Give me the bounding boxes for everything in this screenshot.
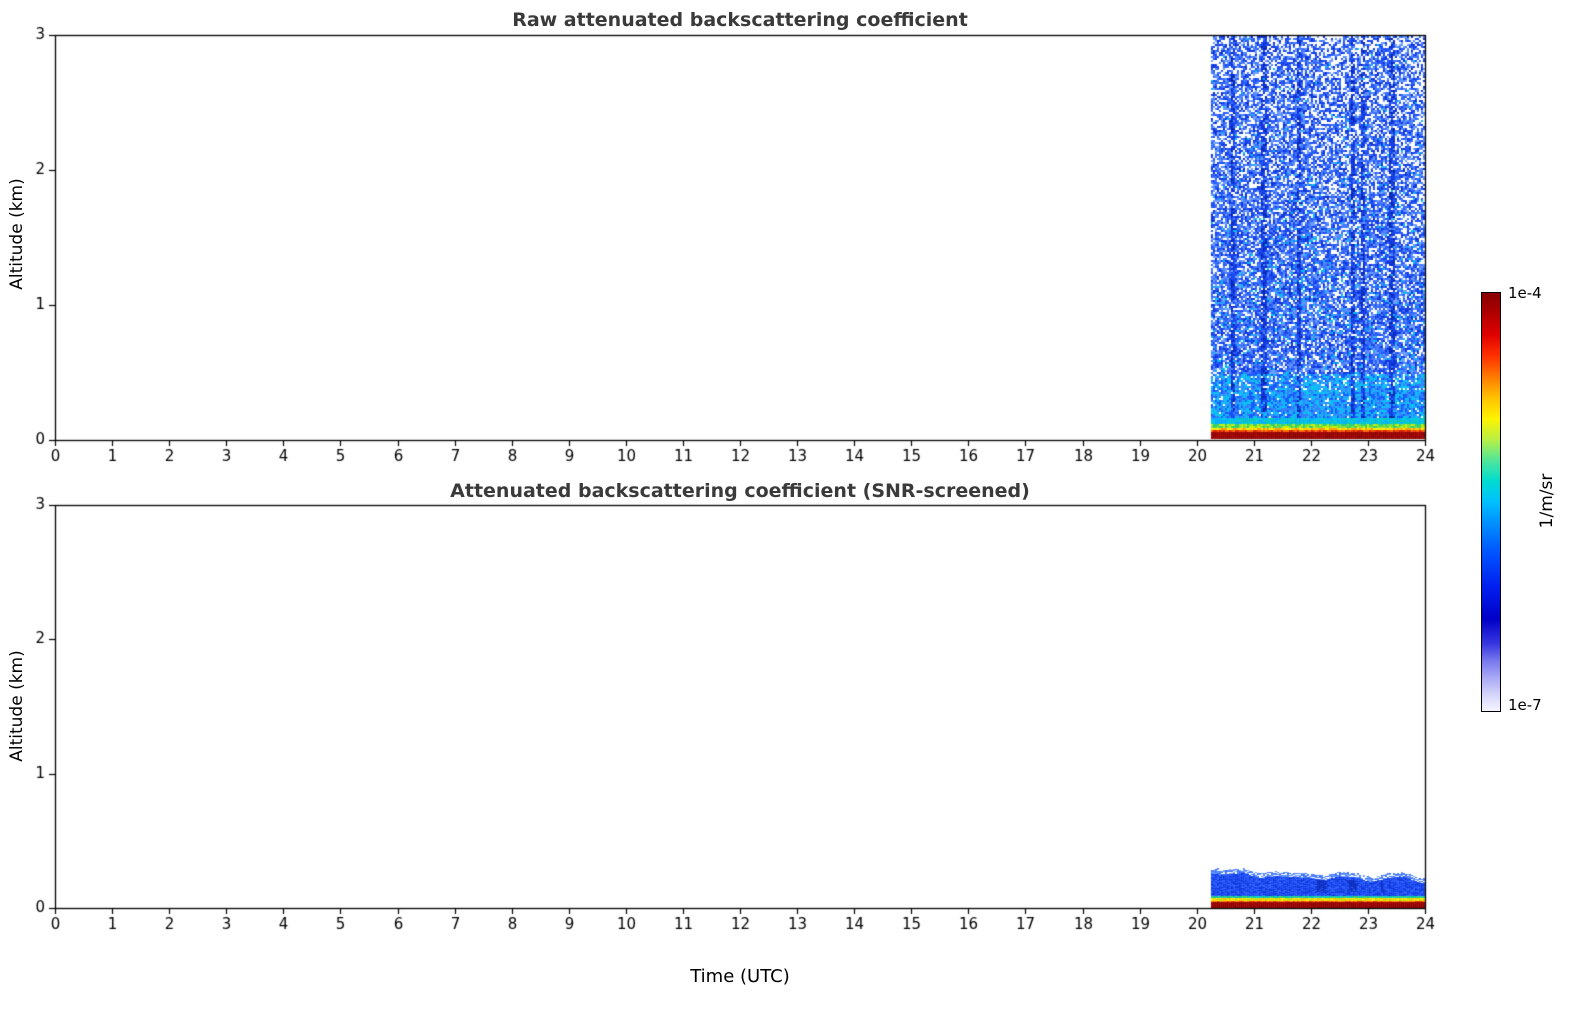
colorbar bbox=[1481, 292, 1501, 712]
time-axis-label: Time (UTC) bbox=[690, 966, 790, 987]
screened-plot-title: Attenuated backscattering coefficient (S… bbox=[450, 480, 1030, 502]
colorbar-max-label: 1e-4 bbox=[1508, 284, 1542, 302]
colorbar-min-label: 1e-7 bbox=[1508, 696, 1542, 714]
raw-plot-title: Raw attenuated backscattering coefficien… bbox=[512, 9, 968, 31]
colorbar-gradient bbox=[1482, 293, 1500, 711]
colorbar-unit-label: 1/m/sr bbox=[1537, 473, 1557, 529]
screened-plot-ylabel: Altitude (km) bbox=[7, 650, 27, 762]
raw-plot-ylabel: Altitude (km) bbox=[7, 178, 27, 290]
